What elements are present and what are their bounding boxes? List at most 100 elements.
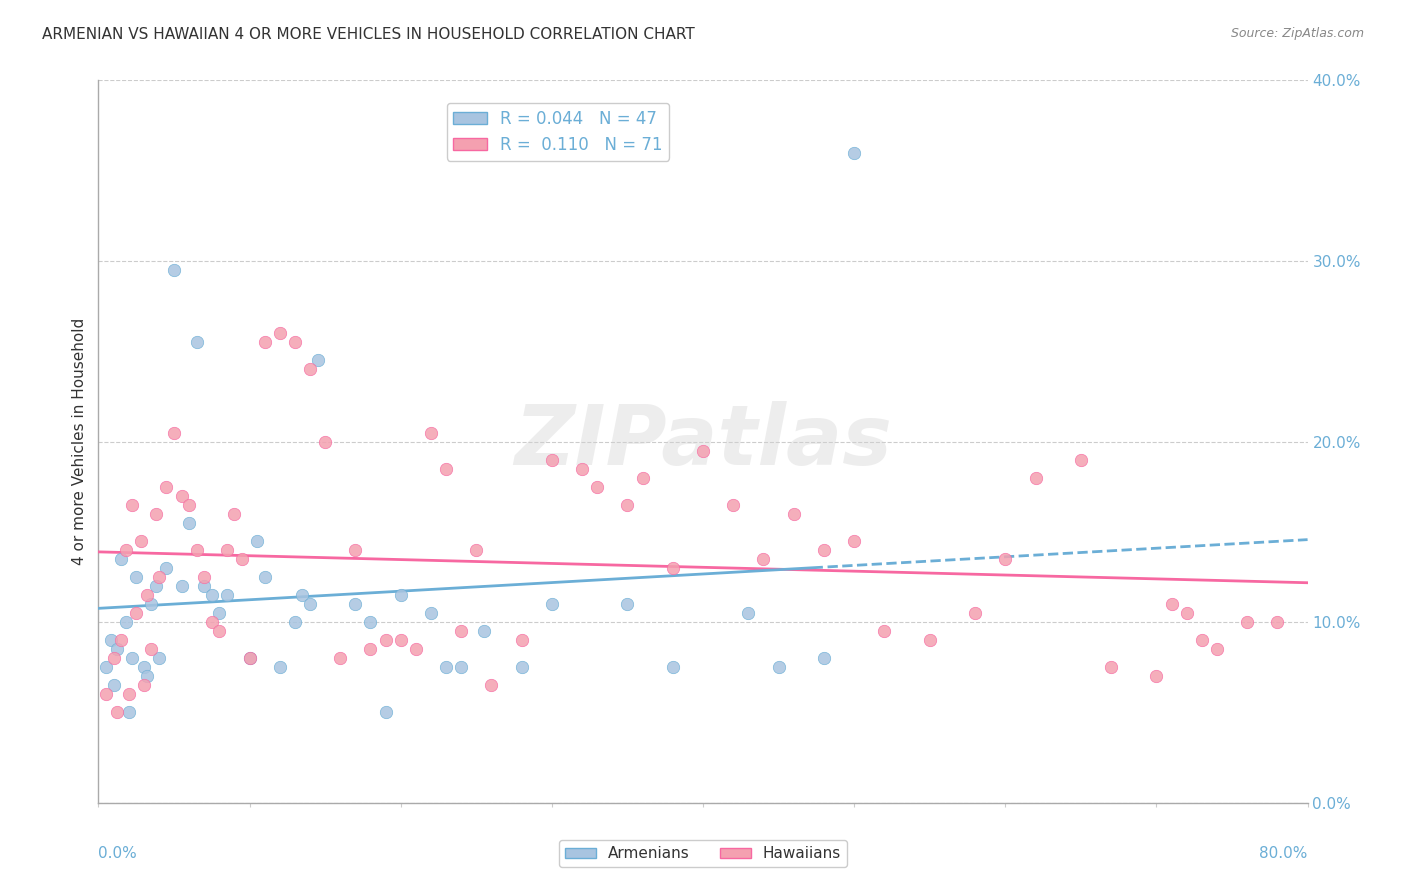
Point xyxy=(405,642,427,657)
Point xyxy=(224,507,246,521)
Point xyxy=(616,498,638,512)
Point xyxy=(94,660,117,674)
Point xyxy=(239,651,262,665)
Point xyxy=(1160,597,1182,611)
Point xyxy=(231,552,253,566)
Point xyxy=(132,678,155,692)
Point xyxy=(661,561,683,575)
Point xyxy=(768,660,790,674)
Point xyxy=(291,588,314,602)
Point xyxy=(540,452,562,467)
Point xyxy=(246,533,269,548)
Point xyxy=(540,597,562,611)
Point xyxy=(631,471,654,485)
Point xyxy=(586,480,609,494)
Point xyxy=(201,615,224,630)
Point xyxy=(141,597,163,611)
Point xyxy=(132,660,155,674)
Point xyxy=(103,651,125,665)
Point xyxy=(170,489,193,503)
Point xyxy=(723,498,745,512)
Point xyxy=(360,642,382,657)
Point xyxy=(145,507,167,521)
Point xyxy=(215,588,238,602)
Point xyxy=(114,615,136,630)
Point xyxy=(141,642,163,657)
Point xyxy=(844,533,866,548)
Point xyxy=(179,498,201,512)
Point xyxy=(253,335,276,350)
Point xyxy=(105,642,128,657)
Text: Source: ZipAtlas.com: Source: ZipAtlas.com xyxy=(1230,27,1364,40)
Point xyxy=(148,651,170,665)
Point xyxy=(118,687,141,701)
Point xyxy=(201,588,224,602)
Point xyxy=(307,353,329,368)
Point xyxy=(148,570,170,584)
Point xyxy=(314,434,336,449)
Point xyxy=(465,542,488,557)
Point xyxy=(239,651,262,665)
Point xyxy=(813,651,835,665)
Point xyxy=(114,542,136,557)
Point xyxy=(472,624,495,639)
Point xyxy=(193,570,215,584)
Point xyxy=(253,570,276,584)
Point xyxy=(1206,642,1229,657)
Text: ARMENIAN VS HAWAIIAN 4 OR MORE VEHICLES IN HOUSEHOLD CORRELATION CHART: ARMENIAN VS HAWAIIAN 4 OR MORE VEHICLES … xyxy=(42,27,695,42)
Point xyxy=(121,651,143,665)
Point xyxy=(813,542,835,557)
Point xyxy=(269,326,291,341)
Point xyxy=(179,516,201,530)
Point xyxy=(145,579,167,593)
Point xyxy=(129,533,152,548)
Point xyxy=(208,606,231,620)
Point xyxy=(752,552,775,566)
Legend: Armenians, Hawaiians: Armenians, Hawaiians xyxy=(558,840,848,867)
Text: 80.0%: 80.0% xyxy=(1260,847,1308,861)
Point xyxy=(737,606,759,620)
Point xyxy=(389,633,412,648)
Point xyxy=(434,461,457,475)
Point xyxy=(269,660,291,674)
Point xyxy=(284,335,307,350)
Point xyxy=(329,651,352,665)
Point xyxy=(918,633,941,648)
Point xyxy=(125,570,148,584)
Point xyxy=(284,615,307,630)
Text: 0.0%: 0.0% xyxy=(98,847,138,861)
Point xyxy=(434,660,457,674)
Point xyxy=(344,542,367,557)
Point xyxy=(1024,471,1046,485)
Point xyxy=(510,660,533,674)
Point xyxy=(692,443,714,458)
Point xyxy=(94,687,117,701)
Point xyxy=(420,606,443,620)
Point xyxy=(450,660,472,674)
Point xyxy=(450,624,472,639)
Point xyxy=(1146,669,1168,683)
Point xyxy=(125,606,148,620)
Point xyxy=(873,624,896,639)
Point xyxy=(420,425,443,440)
Point xyxy=(135,669,157,683)
Point xyxy=(110,552,132,566)
Point xyxy=(965,606,987,620)
Point xyxy=(571,461,593,475)
Point xyxy=(616,597,638,611)
Point xyxy=(155,480,177,494)
Point xyxy=(344,597,367,611)
Point xyxy=(193,579,215,593)
Point xyxy=(661,660,683,674)
Point xyxy=(481,678,503,692)
Point xyxy=(186,542,208,557)
Point xyxy=(208,624,231,639)
Point xyxy=(135,588,157,602)
Point xyxy=(1267,615,1289,630)
Point xyxy=(510,633,533,648)
Point xyxy=(105,706,128,720)
Text: ZIPatlas: ZIPatlas xyxy=(515,401,891,482)
Point xyxy=(1236,615,1258,630)
Point xyxy=(100,633,122,648)
Point xyxy=(374,706,396,720)
